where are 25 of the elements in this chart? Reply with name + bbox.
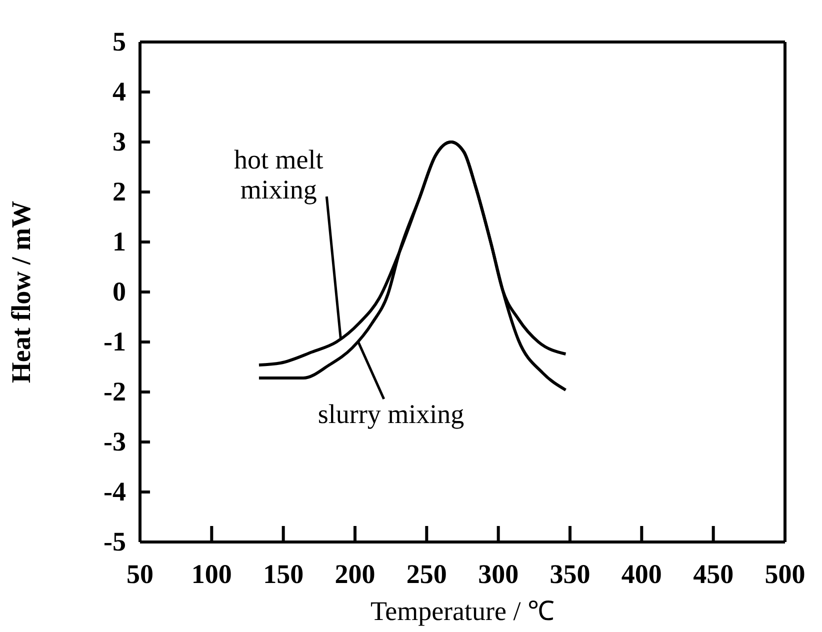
x-axis-title: Temperature / ℃: [370, 596, 555, 626]
y-tick-label: 5: [112, 26, 126, 57]
y-tick-label: 4: [112, 76, 126, 107]
x-tick-label: 100: [191, 559, 232, 590]
y-tick-label: -5: [104, 526, 126, 557]
x-tick-label: 400: [621, 559, 662, 590]
annotation: slurry mixing: [318, 399, 464, 429]
y-tick-label: 1: [112, 226, 126, 257]
x-tick-label: 50: [126, 559, 154, 590]
y-tick-label: -1: [104, 326, 126, 357]
y-axis-title: Heat flow / mW: [6, 200, 36, 384]
y-tick-label: -2: [104, 376, 126, 407]
annotation: hot melt mixing: [234, 144, 324, 204]
x-tick-label: 200: [334, 559, 376, 590]
y-tick-label: 3: [112, 126, 126, 157]
x-tick-label: 450: [693, 559, 734, 590]
y-tick-label: -4: [104, 476, 126, 507]
x-tick-label: 300: [478, 559, 519, 590]
y-tick-label: 0: [112, 276, 126, 307]
x-tick-label: 150: [263, 559, 304, 590]
y-tick-label: -3: [104, 426, 126, 457]
y-tick-label: 2: [112, 176, 126, 207]
x-tick-label: 500: [764, 559, 806, 590]
x-tick-label: 250: [406, 559, 447, 590]
x-tick-label: 350: [550, 559, 590, 590]
